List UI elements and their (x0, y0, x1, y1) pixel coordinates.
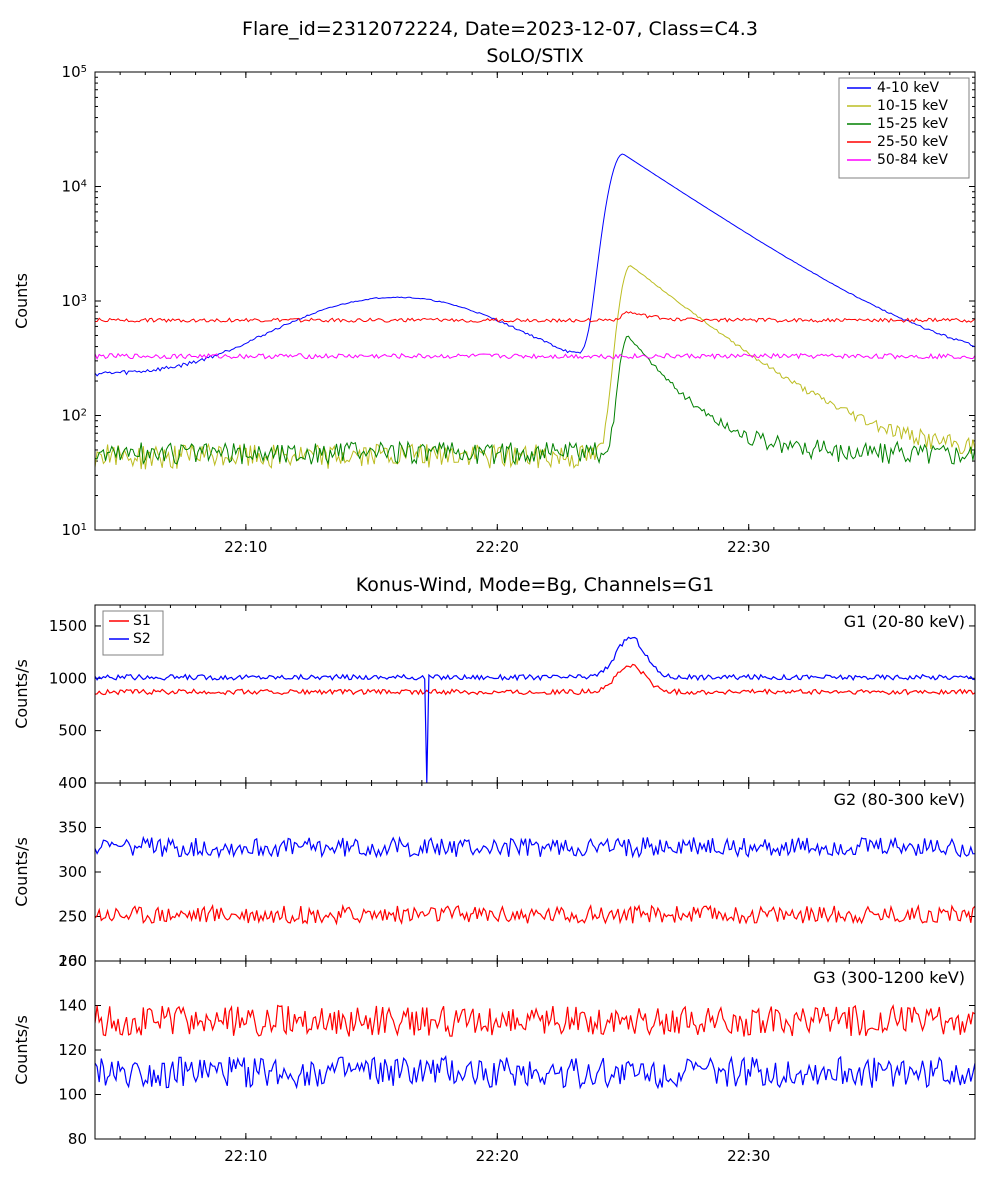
legend-label: 4-10 keV (877, 80, 939, 96)
legend-label: S2 (133, 631, 151, 647)
legend-label: 10-15 keV (877, 98, 948, 114)
legend-label: S1 (133, 613, 151, 629)
panel_g3-annotation: G3 (300-1200 keV) (813, 968, 965, 987)
ytick-label: 400 (58, 774, 87, 792)
ytick-label: 120 (58, 1041, 87, 1059)
legend-label: 25-50 keV (877, 134, 948, 150)
xtick-label: 22:30 (727, 538, 770, 556)
figure-svg: Flare_id=2312072224, Date=2023-12-07, Cl… (0, 0, 1000, 1200)
panel_g1-ylabel: Counts/s (12, 659, 31, 729)
ytick-label: 500 (58, 722, 87, 740)
legend-label: 50-84 keV (877, 152, 948, 168)
ytick-label: 100 (58, 1086, 87, 1104)
panel-top-ylabel: Counts (12, 273, 31, 329)
panel_g1-title: Konus-Wind, Mode=Bg, Channels=G1 (356, 574, 715, 596)
ytick-label: 1000 (49, 669, 87, 687)
xtick-label: 22:10 (224, 1147, 267, 1165)
panel-top-title: SoLO/STIX (486, 45, 583, 67)
legend-label: 15-25 keV (877, 116, 948, 132)
suptitle: Flare_id=2312072224, Date=2023-12-07, Cl… (242, 18, 758, 40)
xtick-label: 22:30 (727, 1147, 770, 1165)
panel_g2-ylabel: Counts/s (12, 837, 31, 907)
ytick-label: 140 (58, 997, 87, 1015)
panel_g2-annotation: G2 (80-300 keV) (834, 790, 965, 809)
ytick-label: 160 (58, 952, 87, 970)
xtick-label: 22:10 (224, 538, 267, 556)
xtick-label: 22:20 (476, 1147, 519, 1165)
xtick-label: 22:20 (476, 538, 519, 556)
panel_g3-ylabel: Counts/s (12, 1015, 31, 1085)
ytick-label: 250 (58, 908, 87, 926)
ytick-label: 80 (68, 1130, 87, 1148)
ytick-label: 1500 (49, 617, 87, 635)
ytick-label: 300 (58, 863, 87, 881)
ytick-label: 350 (58, 819, 87, 837)
panel_g1-annotation: G1 (20-80 keV) (844, 612, 965, 631)
